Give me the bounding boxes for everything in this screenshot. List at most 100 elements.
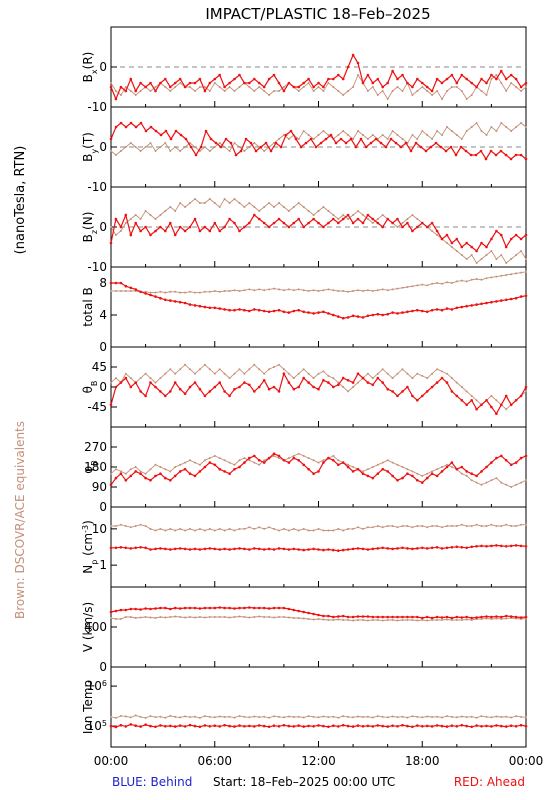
data-point [500,69,503,73]
data-point [490,544,493,548]
data-point [332,548,335,552]
y-axis-label: Np (cm-3) [81,520,99,574]
series-trace [110,213,527,252]
data-point [485,254,488,256]
data-point [223,459,226,462]
data-point [396,226,399,228]
data-point [421,221,424,225]
data-point [154,129,158,133]
data-point [490,126,493,128]
data-point [500,724,503,728]
data-point [267,456,271,460]
data-point [278,202,280,204]
data-point [490,276,493,279]
data-point [312,725,315,728]
data-point [233,90,236,92]
data-point [214,141,218,145]
data-point [110,381,112,384]
data-point [253,142,256,144]
data-point [164,725,167,728]
data-point [267,310,271,314]
data-point [337,725,340,728]
data-point [110,525,112,527]
data-point [273,206,275,208]
data-point [198,716,201,719]
data-point [327,312,330,315]
data-point [238,615,241,618]
data-point [366,314,370,318]
data-point [243,457,246,460]
data-point [208,606,212,610]
data-point [455,545,459,549]
data-point [307,210,310,212]
x-tick-label: 18:00 [405,754,440,768]
data-point [381,214,384,216]
data-point [218,86,221,88]
data-point [406,385,409,389]
data-point [302,610,306,614]
data-point [282,134,285,136]
data-point [337,134,340,136]
data-point [455,394,459,398]
data-point [184,137,188,141]
data-point [401,138,404,140]
data-point [287,210,290,212]
data-point [475,85,478,89]
data-point [277,454,281,458]
data-point [164,716,167,719]
data-point [426,526,429,529]
data-point [272,221,276,225]
data-point [114,385,118,389]
data-point [110,290,112,292]
data-point [341,461,345,464]
data-point [470,304,474,307]
data-point [490,73,493,77]
data-point [134,146,137,148]
data-point [366,724,370,728]
data-point [381,288,384,291]
data-point [525,86,527,88]
data-point [519,456,523,460]
data-point [386,387,390,391]
data-point [364,145,368,149]
data-point [332,459,335,462]
y-axis-label: total B [81,287,95,327]
data-point [505,90,508,92]
y-axis-label: By(T) [81,132,99,162]
data-point [386,615,390,619]
data-point [446,281,448,284]
data-point [279,145,283,149]
y-tick-label: 8 [99,276,107,290]
data-point [253,308,256,311]
data-point [124,86,127,88]
data-point [346,316,350,319]
data-point [480,278,483,281]
data-point [224,137,228,141]
data-point [426,619,429,622]
data-point [119,546,123,549]
data-point [327,548,330,551]
data-point [524,724,528,728]
data-point [500,481,503,484]
data-point [406,468,409,471]
data-point [357,619,359,621]
data-point [272,548,276,551]
data-point [292,617,295,619]
data-point [440,308,444,312]
data-point [109,724,113,728]
data-point [218,368,221,371]
data-point [228,394,231,398]
data-point [485,81,488,85]
data-point [494,153,498,157]
data-point [485,245,488,249]
data-point [366,548,370,551]
data-point [352,214,355,216]
data-point [277,81,281,85]
data-point [129,607,133,611]
data-point [263,459,266,462]
data-point [129,218,132,220]
data-point [342,94,345,96]
data-point [359,137,363,141]
data-point [505,483,508,486]
